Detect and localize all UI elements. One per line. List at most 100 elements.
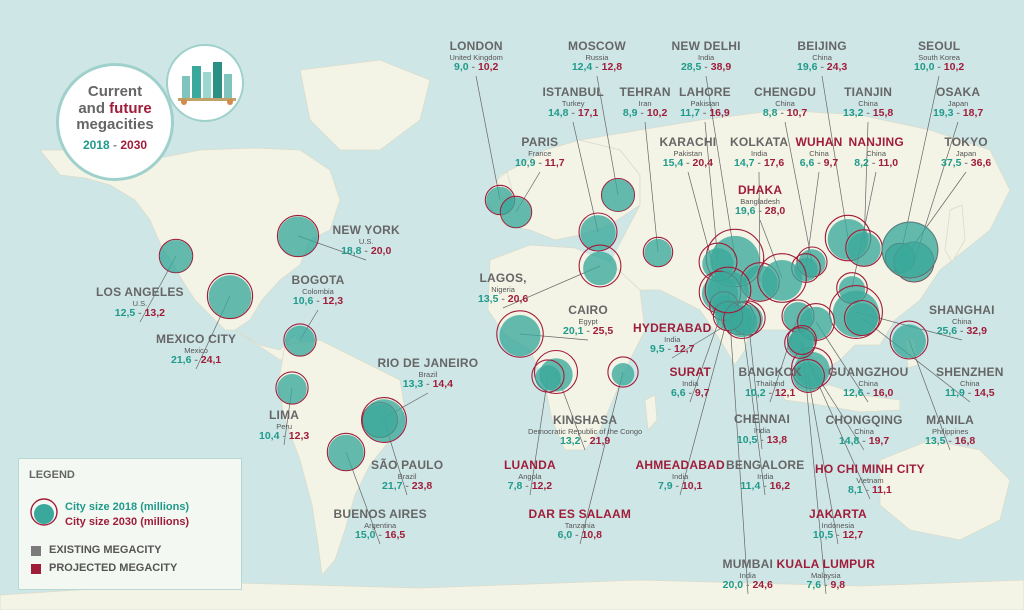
city-marker [787, 325, 817, 355]
value-2030: 12,2 [531, 480, 553, 493]
city-marker [326, 432, 366, 472]
city-circle-2018 [499, 315, 541, 357]
value-separator: - [777, 107, 787, 120]
leader-line [908, 339, 951, 451]
value-2030: 16,0 [872, 387, 894, 400]
city-circle-2018 [793, 362, 823, 392]
year-separator: - [113, 137, 117, 152]
city-label: MOSCOW Russia 12,4 - 12,8 [568, 40, 626, 73]
city-values: 20,1 - 25,5 [563, 326, 613, 337]
city-name: BENGALORE [726, 458, 805, 472]
city-circle-2030 [791, 359, 825, 393]
value-2018: 11,4 [740, 480, 761, 493]
city-marker [499, 195, 533, 229]
city-values: 25,6 - 32,9 [929, 326, 995, 337]
value-2030: 12,7 [842, 529, 864, 542]
legend-size-2018: City size 2018 (millions) [65, 501, 190, 513]
city-values: 13,5 - 16,8 [925, 436, 975, 447]
city-country: India [753, 425, 771, 435]
city-values: 8,2 - 11,0 [849, 158, 904, 169]
city-label: RIO DE JANEIRO Brazil 13,3 - 14,4 [378, 357, 479, 390]
city-circle-2018 [159, 239, 193, 273]
value-separator: - [568, 107, 578, 120]
value-2018: 8,1 [848, 484, 863, 497]
city-values: 21,7 - 23,8 [371, 481, 443, 492]
value-separator: - [814, 157, 824, 170]
value-2018: 19,3 [933, 107, 954, 120]
city-circle-2030 [533, 349, 579, 395]
city-values: 15,0 - 16,5 [334, 530, 427, 541]
city-name: SÃO PAULO [371, 458, 444, 472]
value-2018: 10,9 [515, 157, 536, 170]
city-marker [158, 238, 194, 274]
value-2018: 13,3 [402, 378, 424, 391]
city-values: 10,5 - 13,8 [734, 435, 790, 446]
land-japan [944, 204, 966, 263]
value-2018: 7,8 [507, 480, 523, 493]
city-values: 14,8 - 19,7 [826, 436, 903, 447]
value-separator: - [592, 61, 602, 74]
value-2030: 23,8 [411, 480, 433, 493]
value-2018: 12,5 [114, 307, 136, 320]
city-marker [704, 266, 752, 314]
city-name: BOGOTA [291, 273, 345, 287]
leader-line [758, 171, 761, 283]
leader-line [579, 371, 624, 545]
city-label: KUALA LUMPUR Malaysia 7,6 - 9,8 [777, 558, 876, 591]
value-2030: 10,2 [646, 107, 668, 120]
value-2018: 21,6 [171, 354, 192, 367]
city-circle-2018 [761, 260, 803, 301]
city-circle-2018 [726, 306, 758, 338]
city-name: LAGOS, [479, 271, 527, 285]
city-circle-2018 [644, 238, 672, 267]
city-label: KOLKATA India 14,7 - 17,6 [730, 136, 788, 169]
value-separator: - [683, 157, 693, 170]
value-2030: 11,1 [871, 484, 892, 497]
city-marker [531, 359, 565, 393]
value-2018: 19,6 [735, 205, 756, 218]
leader-line [821, 75, 849, 239]
legend-existing-swatch [31, 546, 41, 556]
value-2018: 8,8 [762, 107, 778, 120]
city-country: Indonesia [821, 520, 855, 530]
value-2030: 16,2 [769, 480, 791, 493]
city-circle-2018 [278, 216, 318, 257]
value-separator: - [961, 157, 971, 170]
value-2018: 15,4 [662, 157, 684, 170]
city-values: 10,2 - 12,1 [739, 388, 802, 399]
city-country: Brazil [418, 369, 438, 379]
value-separator: - [375, 529, 385, 542]
value-2030: 20,6 [507, 293, 529, 306]
city-label: HYDERABAD India 9,5 - 12,7 [633, 322, 711, 355]
city-name: LAHORE [679, 85, 731, 99]
city-circle-2018 [846, 303, 878, 335]
value-separator: - [863, 387, 873, 400]
city-label: TEHRAN Iran 8,9 - 10,2 [620, 86, 671, 119]
value-separator: - [637, 107, 647, 120]
city-name: BEIJING [797, 39, 847, 53]
city-name: SEOUL [917, 39, 961, 53]
legend: LEGEND City size 2018 (millions) City si… [18, 458, 242, 590]
city-name: LOS ANGELES [96, 285, 184, 299]
city-label: NANJING China 8,2 - 11,0 [849, 136, 904, 169]
city-circle-2030 [607, 356, 639, 388]
city-label: NEW YORK U.S. 18,8 - 20,0 [333, 224, 400, 257]
city-name: WUHAN [795, 135, 843, 149]
value-2030: 9,8 [830, 579, 846, 592]
title-future: future [109, 99, 152, 117]
city-country: Angola [518, 471, 542, 481]
city-circle-2018 [892, 324, 926, 359]
value-2018: 20,0 [722, 579, 744, 592]
title-and: and [78, 99, 105, 117]
city-label: TOKYO Japan 37,5 - 36,6 [941, 136, 991, 169]
city-country: Philippines [931, 426, 969, 436]
city-label: LUANDA Angola 7,8 - 12,2 [504, 459, 556, 492]
legend-size-2030: City size 2030 (millions) [65, 516, 190, 528]
city-name: SHANGHAI [929, 303, 995, 317]
city-label: CAIRO Egypt 20,1 - 25,5 [563, 304, 613, 337]
value-2030: 10,1 [681, 480, 703, 493]
value-2030: 14,5 [974, 387, 995, 400]
city-marker [845, 229, 883, 267]
value-2018: 10,6 [292, 295, 314, 308]
city-circle-2018 [707, 270, 749, 312]
